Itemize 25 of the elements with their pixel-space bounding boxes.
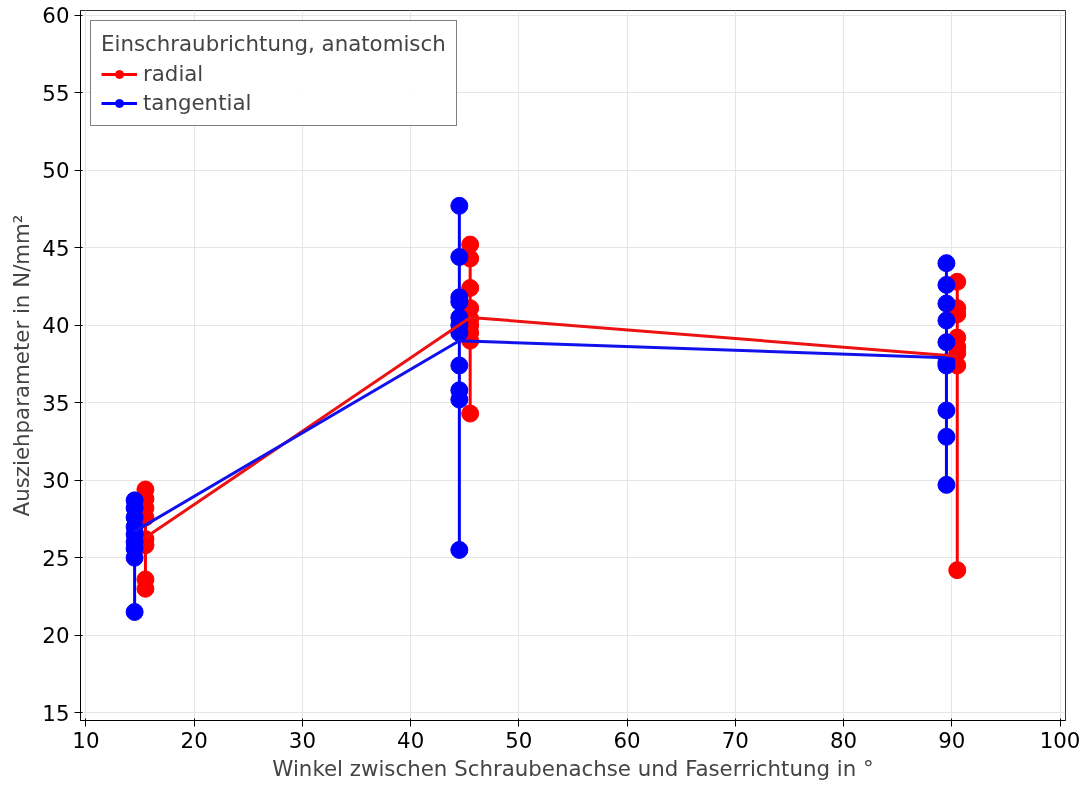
x-tick-label: 10 bbox=[72, 727, 100, 753]
x-tick-label: 40 bbox=[397, 727, 425, 753]
x-tick-label: 100 bbox=[1039, 727, 1081, 753]
legend-title: Einschraubrichtung, anatomisch bbox=[101, 31, 446, 56]
y-tick-label: 40 bbox=[42, 313, 70, 339]
x-tick-label: 60 bbox=[613, 727, 641, 753]
y-tick-label: 60 bbox=[42, 3, 70, 29]
x-tick-label: 30 bbox=[288, 727, 316, 753]
y-tick-label: 35 bbox=[42, 390, 70, 416]
legend-label: radial bbox=[143, 61, 204, 86]
y-tick-label: 45 bbox=[42, 235, 70, 261]
y-tick-label: 30 bbox=[42, 468, 70, 494]
x-tick-label: 70 bbox=[721, 727, 749, 753]
x-tick-label: 20 bbox=[180, 727, 208, 753]
y-tick-label: 15 bbox=[42, 700, 70, 726]
x-axis-title: Winkel zwischen Schraubenachse und Faserrichtung in ° bbox=[272, 755, 874, 781]
y-tick-label: 55 bbox=[42, 80, 70, 106]
legend-label: tangential bbox=[143, 90, 252, 115]
x-tick-label: 80 bbox=[830, 727, 858, 753]
x-tick-label: 90 bbox=[938, 727, 966, 753]
x-tick-label: 50 bbox=[505, 727, 533, 753]
y-tick-label: 20 bbox=[42, 623, 70, 649]
y-axis-title: Ausziehparameter in N/mm² bbox=[9, 214, 35, 517]
y-tick-label: 50 bbox=[42, 158, 70, 184]
y-tick-label: 25 bbox=[42, 545, 70, 571]
